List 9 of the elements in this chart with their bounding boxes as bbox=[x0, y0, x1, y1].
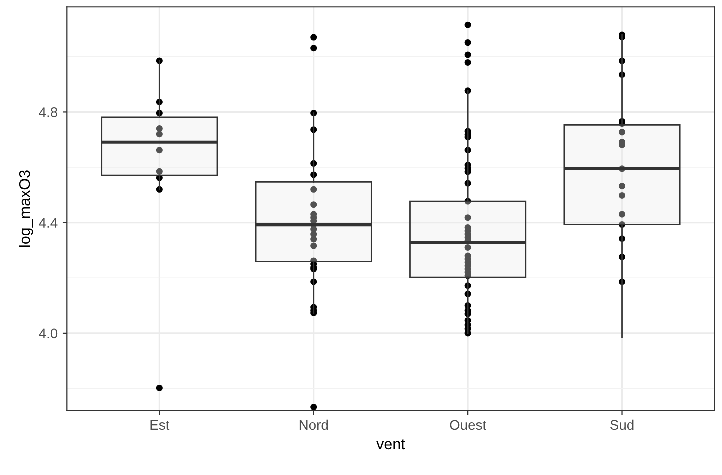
x-tick-label: Sud bbox=[610, 420, 634, 430]
x-tick-label: Ouest bbox=[450, 420, 486, 430]
y-tick-label: 4.0 bbox=[39, 328, 58, 339]
y-tick-label: 4.4 bbox=[39, 218, 58, 228]
x-tick-label: Nord bbox=[300, 420, 328, 430]
x-axis-title: vent bbox=[376, 440, 406, 450]
y-axis-title: log_maxO3 bbox=[19, 170, 34, 248]
y-tick-label: 4.8 bbox=[39, 108, 58, 118]
x-tick-label: Est bbox=[150, 420, 170, 430]
